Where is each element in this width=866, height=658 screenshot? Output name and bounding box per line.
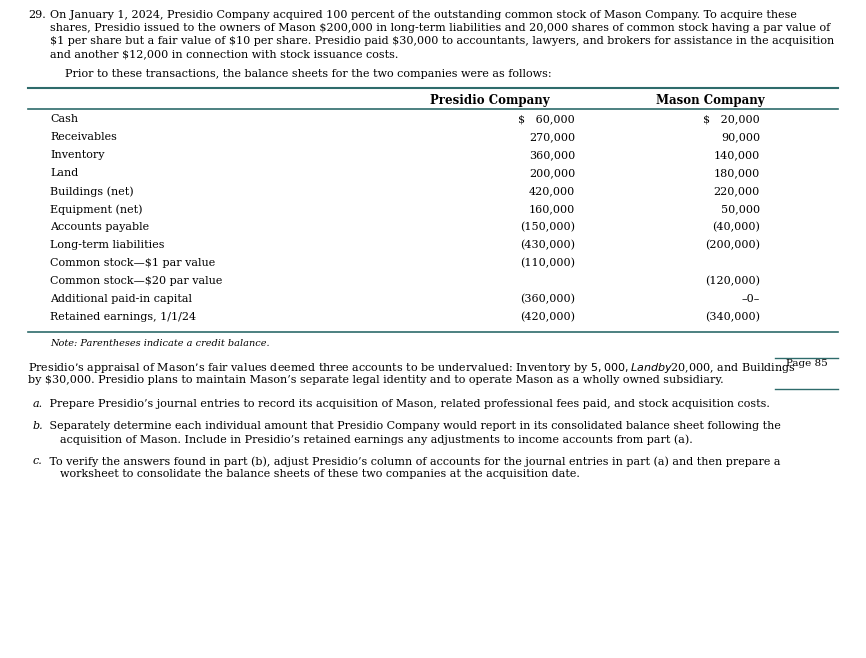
Text: Additional paid-in capital: Additional paid-in capital xyxy=(50,294,192,304)
Text: (430,000): (430,000) xyxy=(520,240,575,250)
Text: 90,000: 90,000 xyxy=(721,132,760,142)
Text: 220,000: 220,000 xyxy=(714,186,760,196)
Text: 180,000: 180,000 xyxy=(714,168,760,178)
Text: Inventory: Inventory xyxy=(50,150,105,160)
Text: $1 per share but a fair value of $10 per share. Presidio paid $30,000 to account: $1 per share but a fair value of $10 per… xyxy=(50,36,834,46)
Text: Equipment (net): Equipment (net) xyxy=(50,204,143,215)
Text: $   20,000: $ 20,000 xyxy=(703,114,760,124)
Text: 270,000: 270,000 xyxy=(529,132,575,142)
Text: c.: c. xyxy=(33,456,42,466)
Text: (340,000): (340,000) xyxy=(705,312,760,322)
Text: 360,000: 360,000 xyxy=(529,150,575,160)
Text: 200,000: 200,000 xyxy=(529,168,575,178)
Text: (360,000): (360,000) xyxy=(520,294,575,305)
Text: Accounts payable: Accounts payable xyxy=(50,222,149,232)
Text: Prepare Presidio’s journal entries to record its acquisition of Mason, related p: Prepare Presidio’s journal entries to re… xyxy=(46,399,770,409)
Text: acquisition of Mason. Include in Presidio’s retained earnings any adjustments to: acquisition of Mason. Include in Presidi… xyxy=(60,434,693,445)
Text: (420,000): (420,000) xyxy=(520,312,575,322)
Text: by $30,000. Presidio plans to maintain Mason’s separate legal identity and to op: by $30,000. Presidio plans to maintain M… xyxy=(28,375,724,385)
Text: Common stock—$20 par value: Common stock—$20 par value xyxy=(50,276,223,286)
Text: Buildings (net): Buildings (net) xyxy=(50,186,133,197)
Text: Long-term liabilities: Long-term liabilities xyxy=(50,240,165,250)
Text: 50,000: 50,000 xyxy=(721,204,760,214)
Text: Land: Land xyxy=(50,168,78,178)
Text: Page 85: Page 85 xyxy=(785,359,827,368)
Text: (40,000): (40,000) xyxy=(712,222,760,232)
Text: (120,000): (120,000) xyxy=(705,276,760,286)
Text: Prior to these transactions, the balance sheets for the two companies were as fo: Prior to these transactions, the balance… xyxy=(65,69,552,79)
Text: $   60,000: $ 60,000 xyxy=(518,114,575,124)
Text: Receivables: Receivables xyxy=(50,132,117,142)
Text: Presidio’s appraisal of Mason’s fair values deemed three accounts to be underval: Presidio’s appraisal of Mason’s fair val… xyxy=(28,361,796,375)
Text: Retained earnings, 1/1/24: Retained earnings, 1/1/24 xyxy=(50,312,196,322)
Text: Mason Company: Mason Company xyxy=(656,94,765,107)
Text: a.: a. xyxy=(33,399,43,409)
Text: worksheet to consolidate the balance sheets of these two companies at the acquis: worksheet to consolidate the balance she… xyxy=(60,469,580,479)
Text: 160,000: 160,000 xyxy=(529,204,575,214)
Text: To verify the answers found in part (b), adjust Presidio’s column of accounts fo: To verify the answers found in part (b),… xyxy=(46,456,780,467)
Text: shares, Presidio issued to the owners of Mason $200,000 in long-term liabilities: shares, Presidio issued to the owners of… xyxy=(50,23,830,33)
Text: On January 1, 2024, Presidio Company acquired 100 percent of the outstanding com: On January 1, 2024, Presidio Company acq… xyxy=(50,10,797,20)
Text: Note: Parentheses indicate a credit balance.: Note: Parentheses indicate a credit bala… xyxy=(50,339,269,348)
Text: 140,000: 140,000 xyxy=(714,150,760,160)
Text: and another $12,000 in connection with stock issuance costs.: and another $12,000 in connection with s… xyxy=(50,49,398,59)
Text: 420,000: 420,000 xyxy=(529,186,575,196)
Text: (110,000): (110,000) xyxy=(520,258,575,268)
Text: Presidio Company: Presidio Company xyxy=(430,94,550,107)
Text: Cash: Cash xyxy=(50,114,78,124)
Text: (200,000): (200,000) xyxy=(705,240,760,250)
Text: Common stock—$1 par value: Common stock—$1 par value xyxy=(50,258,216,268)
Text: b.: b. xyxy=(33,421,43,431)
Text: –0–: –0– xyxy=(741,294,760,304)
Text: Separately determine each individual amount that Presidio Company would report i: Separately determine each individual amo… xyxy=(46,421,781,431)
Text: (150,000): (150,000) xyxy=(520,222,575,232)
Text: 29.: 29. xyxy=(28,10,46,20)
